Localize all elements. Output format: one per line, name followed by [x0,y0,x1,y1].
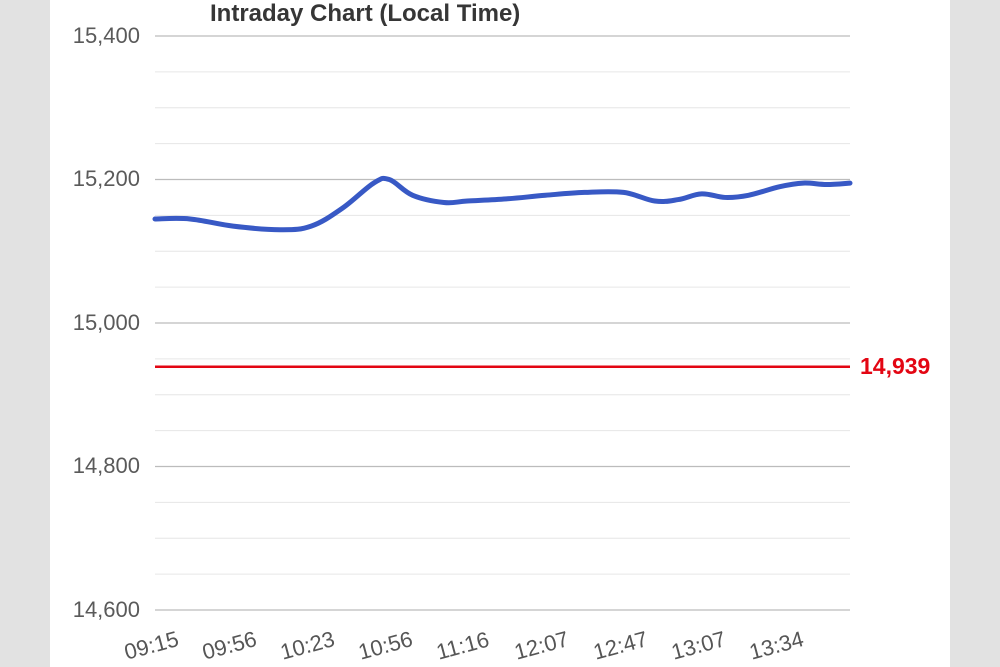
chart-plot-area [50,0,950,667]
page-background: Intraday Chart (Local Time) 14,60014,800… [0,0,1000,667]
chart-panel: Intraday Chart (Local Time) 14,60014,800… [50,0,950,667]
price-series-line [155,178,850,229]
reference-line-label: 14,939 [860,353,930,380]
